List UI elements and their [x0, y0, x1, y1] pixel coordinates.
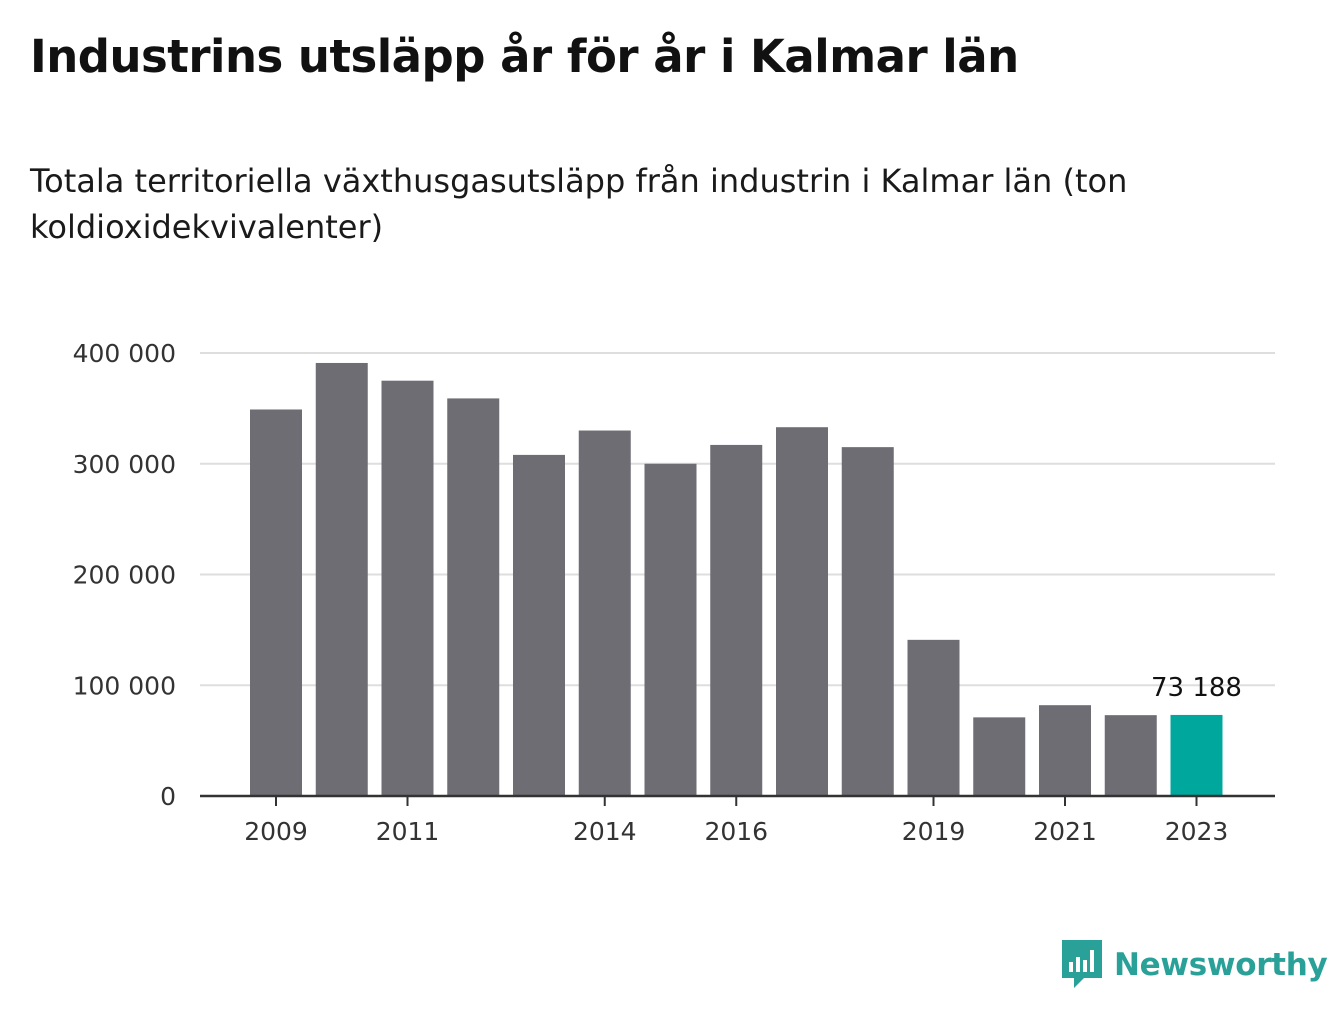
data-label: 73 188 [1151, 673, 1242, 703]
axes [200, 794, 1275, 806]
y-tick-label: 400 000 [73, 339, 176, 368]
bar [578, 430, 631, 796]
bar [644, 463, 697, 796]
x-tick-label: 2019 [902, 817, 966, 846]
bar [973, 717, 1026, 796]
x-tick-label: 2023 [1165, 817, 1229, 846]
x-tick-label: 2011 [376, 817, 440, 846]
labels: 0 100 000 200 000 300 000 400 000 73 188 2009 2… [73, 339, 1242, 846]
x-tick-label: 2016 [704, 817, 768, 846]
bar [315, 362, 368, 796]
bar [381, 380, 434, 796]
bar-highlight [1170, 714, 1223, 796]
x-tick-label: 2009 [244, 817, 308, 846]
bars [250, 362, 1223, 796]
bar [841, 447, 894, 796]
chart-subtitle: Totala territoriella växthusgasutsläpp f… [30, 162, 1128, 246]
bar-chart: 0 100 000 200 000 300 000 400 000 73 188 2009 2… [73, 339, 1275, 846]
bar [776, 427, 828, 796]
y-tick-label: 0 [160, 782, 176, 811]
bar [250, 409, 302, 796]
newsworthy-logo-icon [1062, 940, 1102, 988]
y-tick-label: 100 000 [73, 671, 176, 700]
y-tick-label: 200 000 [73, 561, 176, 590]
bar [1039, 705, 1091, 796]
chart-title: Industrins utsläpp år för år i Kalmar lä… [30, 30, 1019, 83]
bar [907, 639, 960, 796]
x-tick-label: 2021 [1033, 817, 1097, 846]
bar [1104, 715, 1157, 796]
x-tick-label: 2014 [573, 817, 637, 846]
bar [447, 398, 500, 796]
bar [710, 444, 763, 796]
newsworthy-logo: Newsworthy [1062, 940, 1328, 990]
y-tick-label: 300 000 [73, 450, 176, 479]
newsworthy-logo-text: Newsworthy [1114, 947, 1328, 983]
bar [513, 454, 565, 796]
